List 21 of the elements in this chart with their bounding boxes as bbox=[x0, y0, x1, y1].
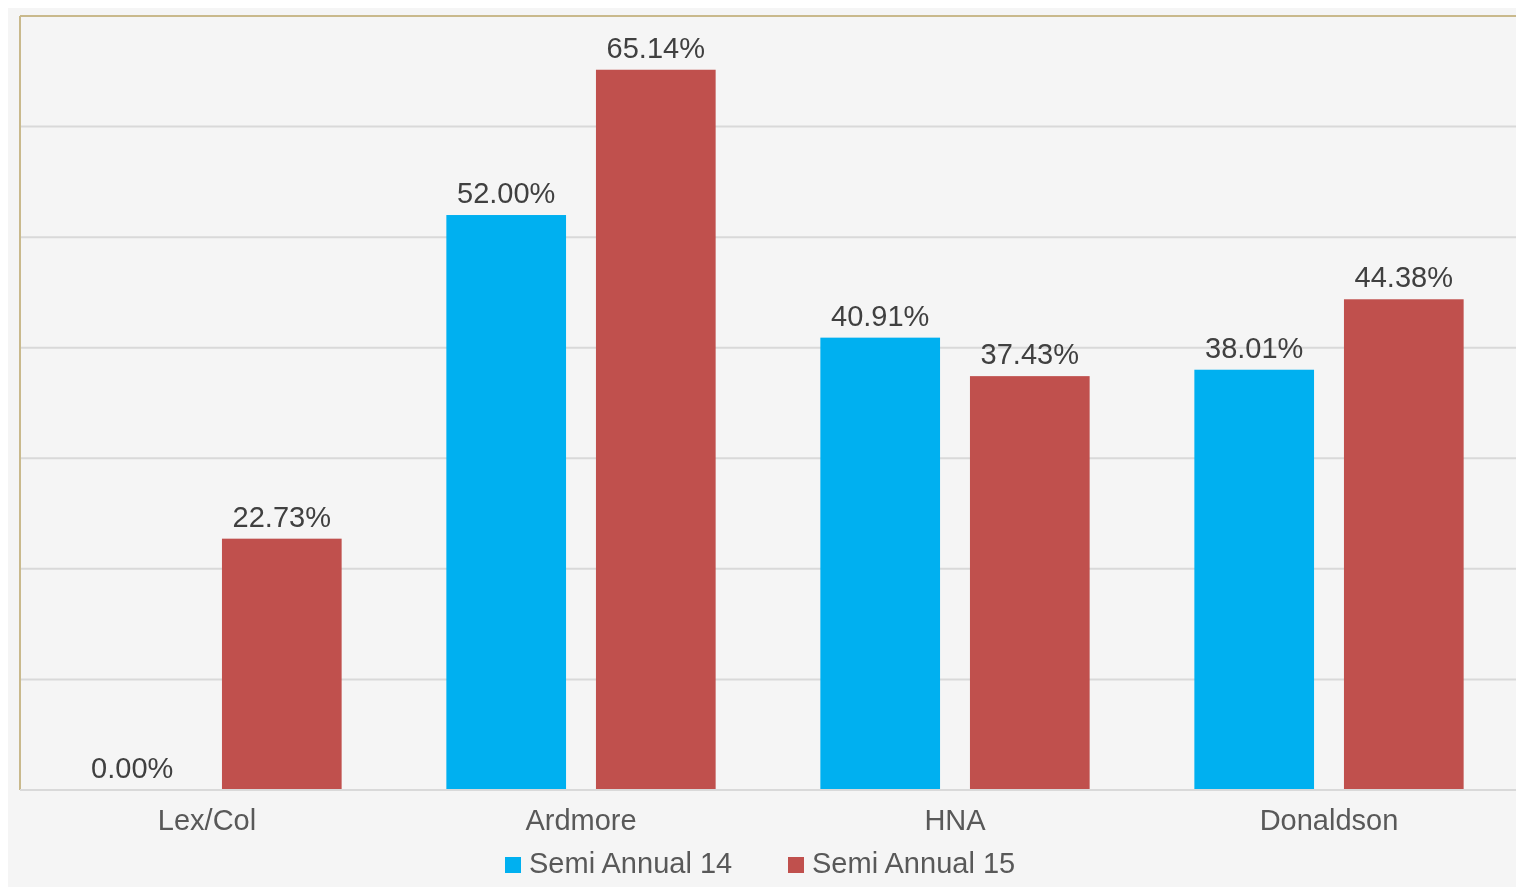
data-label: 22.73% bbox=[232, 500, 331, 533]
x-tick-label: Lex/Col bbox=[157, 804, 257, 836]
legend-label: Semi Annual 14 bbox=[529, 847, 733, 879]
bar bbox=[1343, 299, 1464, 790]
bar bbox=[969, 376, 1090, 790]
x-tick-label: Donaldson bbox=[1259, 804, 1399, 836]
bar bbox=[1194, 369, 1315, 790]
bar bbox=[820, 337, 941, 790]
data-label: 52.00% bbox=[457, 177, 556, 210]
bar bbox=[446, 215, 567, 790]
data-label: 44.38% bbox=[1354, 261, 1453, 294]
bar bbox=[595, 69, 716, 790]
x-tick-label: Ardmore bbox=[525, 804, 637, 836]
data-label: 65.14% bbox=[606, 31, 705, 64]
data-label: 38.01% bbox=[1205, 331, 1304, 364]
bar bbox=[221, 538, 342, 790]
data-label: 40.91% bbox=[831, 299, 930, 332]
legend-label: Semi Annual 15 bbox=[812, 847, 1016, 879]
x-tick-label: HNA bbox=[924, 804, 987, 836]
data-label: 0.00% bbox=[91, 752, 174, 784]
data-label: 37.43% bbox=[980, 338, 1079, 371]
